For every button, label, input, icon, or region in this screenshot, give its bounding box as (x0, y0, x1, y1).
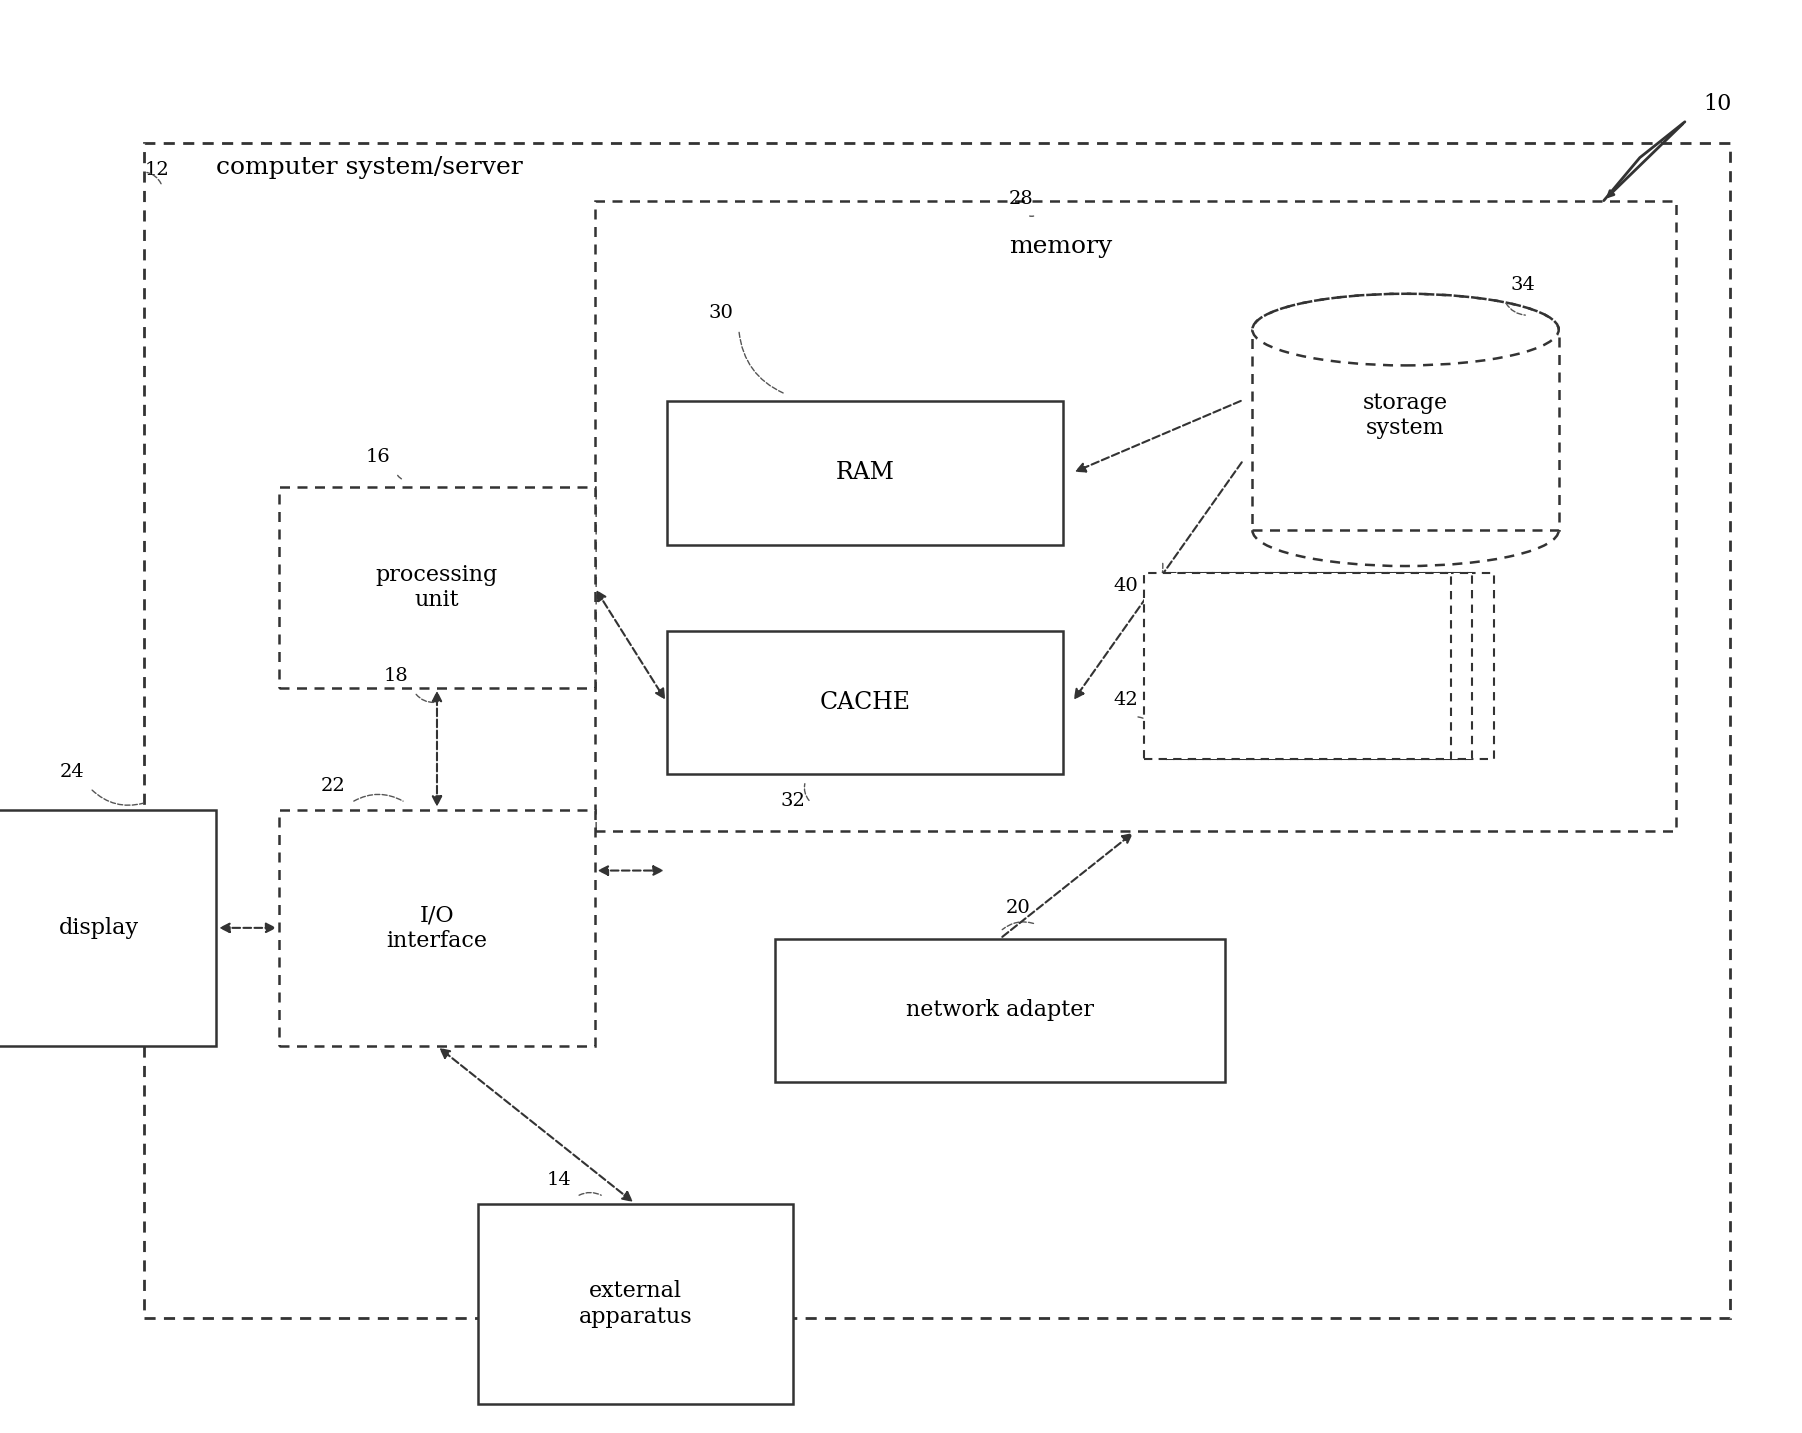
FancyBboxPatch shape (1252, 330, 1559, 530)
Text: 16: 16 (366, 447, 391, 466)
Text: I/O
interface: I/O interface (386, 904, 488, 952)
Text: CACHE: CACHE (820, 691, 910, 714)
Text: external
apparatus: external apparatus (578, 1280, 692, 1328)
FancyBboxPatch shape (144, 143, 1730, 1318)
Text: RAM: RAM (836, 461, 894, 484)
Text: 34: 34 (1510, 275, 1535, 294)
FancyBboxPatch shape (1144, 573, 1451, 759)
Text: 40: 40 (1114, 576, 1139, 595)
FancyBboxPatch shape (0, 810, 216, 1046)
Text: storage
system: storage system (1362, 391, 1449, 440)
FancyBboxPatch shape (1166, 573, 1472, 759)
FancyBboxPatch shape (595, 201, 1676, 831)
Text: network adapter: network adapter (906, 999, 1094, 1022)
FancyBboxPatch shape (279, 810, 595, 1046)
Text: 10: 10 (1703, 93, 1732, 115)
FancyBboxPatch shape (478, 1204, 793, 1404)
FancyBboxPatch shape (775, 939, 1225, 1082)
FancyBboxPatch shape (279, 487, 595, 688)
Text: 20: 20 (1006, 898, 1031, 917)
Text: 42: 42 (1114, 691, 1139, 709)
Text: memory: memory (1009, 235, 1112, 258)
Text: 32: 32 (780, 791, 805, 810)
Text: 28: 28 (1009, 189, 1034, 208)
Text: display: display (59, 917, 139, 939)
FancyBboxPatch shape (667, 631, 1063, 774)
Text: 22: 22 (321, 777, 346, 795)
Text: processing
unit: processing unit (377, 563, 497, 612)
FancyBboxPatch shape (667, 401, 1063, 545)
Text: 30: 30 (708, 304, 733, 322)
FancyBboxPatch shape (1188, 573, 1494, 759)
Text: 12: 12 (144, 160, 169, 179)
Text: 24: 24 (59, 762, 85, 781)
Text: computer system/server: computer system/server (216, 156, 523, 179)
Text: 18: 18 (384, 666, 409, 685)
Text: 14: 14 (546, 1171, 571, 1189)
Ellipse shape (1252, 294, 1559, 365)
